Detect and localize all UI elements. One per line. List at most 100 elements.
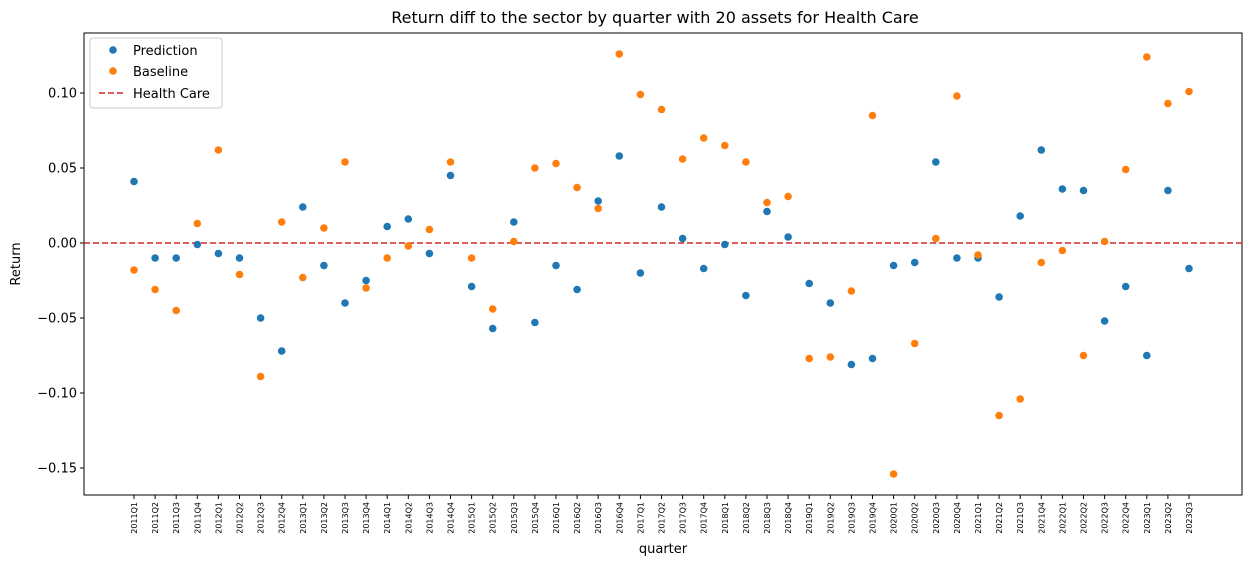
point-prediction-2016Q3 [594, 197, 602, 205]
x-tick-label: 2017Q4 [700, 502, 709, 534]
point-baseline-2012Q3 [256, 372, 265, 381]
point-baseline-2019Q4 [868, 111, 877, 120]
point-prediction-2014Q2 [404, 215, 413, 223]
x-tick-label: 2020Q3 [932, 502, 941, 534]
point-baseline-2012Q2 [235, 270, 244, 279]
x-tick-label: 2019Q1 [805, 502, 814, 534]
point-prediction-2023Q2 [1164, 186, 1172, 195]
x-tick-label: 2014Q2 [404, 502, 413, 534]
point-baseline-2018Q1 [721, 141, 729, 150]
x-tick-label: 2015Q3 [510, 502, 519, 534]
x-tick-label: 2019Q4 [869, 502, 878, 534]
point-prediction-2019Q3 [847, 360, 856, 369]
point-baseline-2019Q3 [847, 287, 856, 295]
x-tick-label: 2014Q3 [425, 502, 434, 534]
point-prediction-2023Q1 [1143, 351, 1151, 360]
x-tick-label: 2021Q1 [974, 502, 983, 534]
point-baseline-2011Q3 [172, 306, 180, 315]
legend-label-health-care: Health Care [133, 87, 210, 102]
point-baseline-2014Q1 [383, 254, 392, 262]
legend-marker-baseline [109, 67, 117, 75]
point-prediction-2016Q1 [552, 261, 560, 270]
point-baseline-2014Q4 [446, 158, 455, 166]
point-baseline-2020Q1 [889, 470, 898, 478]
x-tick-label: 2021Q2 [995, 502, 1004, 534]
point-baseline-2019Q1 [805, 354, 813, 363]
point-prediction-2011Q1 [130, 177, 138, 186]
point-prediction-2022Q4 [1121, 282, 1130, 291]
x-tick-label: 2017Q3 [679, 502, 688, 534]
x-tick-label: 2023Q2 [1164, 502, 1173, 534]
point-prediction-2021Q2 [995, 293, 1003, 301]
x-tick-label: 2017Q1 [636, 502, 645, 534]
x-tick-label: 2018Q1 [721, 502, 730, 534]
legend-label-prediction: Prediction [133, 44, 198, 59]
x-tick-label: 2015Q1 [468, 502, 477, 534]
point-prediction-2020Q3 [932, 158, 940, 166]
point-prediction-2019Q1 [805, 279, 813, 288]
x-tick-label: 2019Q3 [847, 502, 856, 534]
point-baseline-2016Q3 [594, 204, 602, 213]
point-baseline-2015Q3 [510, 237, 518, 246]
y-axis: 0.10 0.05 0.00 −0.05 −0.10 −0.15 [37, 87, 84, 477]
point-prediction-2013Q2 [320, 261, 328, 270]
x-tick-label: 2014Q4 [447, 502, 456, 534]
x-tick-label: 2016Q2 [573, 502, 582, 534]
point-baseline-2022Q1 [1058, 246, 1067, 255]
point-prediction-2022Q3 [1100, 317, 1109, 325]
x-tick-label: 2012Q1 [214, 502, 223, 534]
point-baseline-2017Q4 [699, 134, 708, 142]
x-tick-label: 2011Q4 [193, 502, 202, 534]
point-prediction-2018Q2 [742, 291, 750, 300]
point-prediction-2020Q2 [910, 258, 919, 267]
point-baseline-2020Q2 [910, 339, 919, 348]
point-prediction-2020Q4 [953, 254, 961, 262]
point-baseline-2013Q2 [320, 224, 328, 232]
point-baseline-2020Q4 [953, 92, 961, 100]
x-tick-label: 2015Q4 [531, 502, 540, 534]
point-prediction-2017Q3 [678, 234, 687, 243]
point-baseline-2011Q4 [193, 219, 202, 228]
x-tick-label: 2012Q4 [278, 502, 287, 534]
y-tick-label: −0.15 [37, 462, 77, 477]
point-baseline-2023Q3 [1185, 87, 1193, 96]
point-baseline-2018Q4 [784, 192, 792, 201]
point-prediction-2022Q1 [1058, 185, 1067, 193]
x-tick-label: 2018Q4 [784, 502, 793, 534]
point-prediction-2012Q3 [256, 314, 265, 322]
x-tick-label: 2013Q2 [320, 502, 329, 534]
x-tick-label: 2023Q3 [1185, 502, 1194, 534]
point-baseline-2021Q2 [995, 411, 1003, 420]
y-tick-label: 0.10 [48, 87, 77, 102]
x-tick-label: 2012Q3 [257, 502, 266, 534]
point-baseline-2021Q3 [1016, 395, 1024, 403]
x-tick-label: 2022Q1 [1058, 502, 1067, 534]
point-prediction-2021Q3 [1016, 212, 1024, 220]
x-tick-label: 2018Q2 [742, 502, 751, 534]
point-baseline-2016Q2 [573, 183, 581, 192]
point-prediction-2021Q4 [1037, 146, 1046, 154]
x-axis: 2011Q1 2011Q2 2011Q3 2011Q4 2012Q1 2012Q2 2012… [130, 495, 1194, 534]
point-prediction-2022Q2 [1079, 186, 1088, 195]
x-tick-label: 2018Q3 [763, 502, 772, 534]
x-tick-label: 2011Q3 [172, 502, 181, 534]
x-tick-label: 2013Q3 [341, 502, 350, 534]
point-prediction-2014Q3 [425, 249, 434, 258]
point-prediction-2018Q3 [763, 207, 771, 216]
point-prediction-2019Q2 [826, 299, 835, 307]
x-tick-label: 2015Q2 [489, 502, 498, 534]
point-baseline-2023Q1 [1143, 53, 1151, 61]
point-baseline-2016Q1 [552, 159, 560, 168]
y-tick-label: 0.00 [48, 237, 77, 252]
point-baseline-2017Q3 [678, 155, 687, 163]
point-baseline-2021Q4 [1037, 258, 1046, 267]
x-tick-label: 2011Q1 [130, 502, 139, 534]
x-tick-label: 2022Q2 [1080, 502, 1089, 534]
point-baseline-2021Q1 [974, 251, 982, 259]
x-tick-label: 2020Q1 [890, 502, 899, 534]
y-axis-label: Return [9, 242, 24, 285]
x-tick-label: 2013Q4 [362, 502, 371, 534]
x-tick-label: 2020Q4 [953, 502, 962, 534]
x-tick-label: 2021Q3 [1016, 502, 1025, 534]
point-prediction-2015Q4 [531, 318, 539, 327]
